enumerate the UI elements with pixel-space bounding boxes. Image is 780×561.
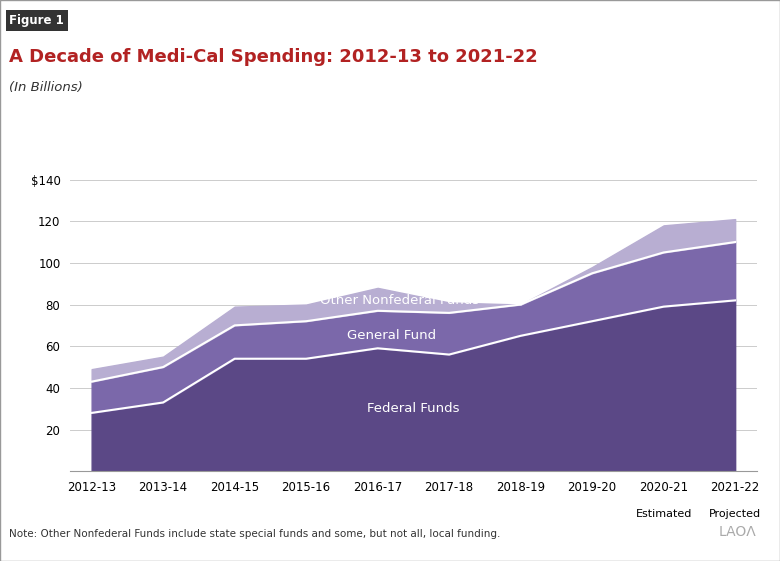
Text: LAOΛ: LAOΛ [719, 525, 757, 539]
Text: Other Nonfederal Funds: Other Nonfederal Funds [320, 294, 479, 307]
Text: Estimated: Estimated [636, 509, 692, 519]
Text: Note: Other Nonfederal Funds include state special funds and some, but not all, : Note: Other Nonfederal Funds include sta… [9, 528, 501, 539]
Text: Figure 1: Figure 1 [9, 14, 64, 27]
Text: A Decade of Medi-Cal Spending: 2012-13 to 2021-22: A Decade of Medi-Cal Spending: 2012-13 t… [9, 48, 538, 66]
Text: (In Billions): (In Billions) [9, 81, 83, 94]
Text: Projected: Projected [709, 509, 761, 519]
Text: Federal Funds: Federal Funds [367, 402, 459, 415]
Text: General Fund: General Fund [347, 329, 437, 342]
